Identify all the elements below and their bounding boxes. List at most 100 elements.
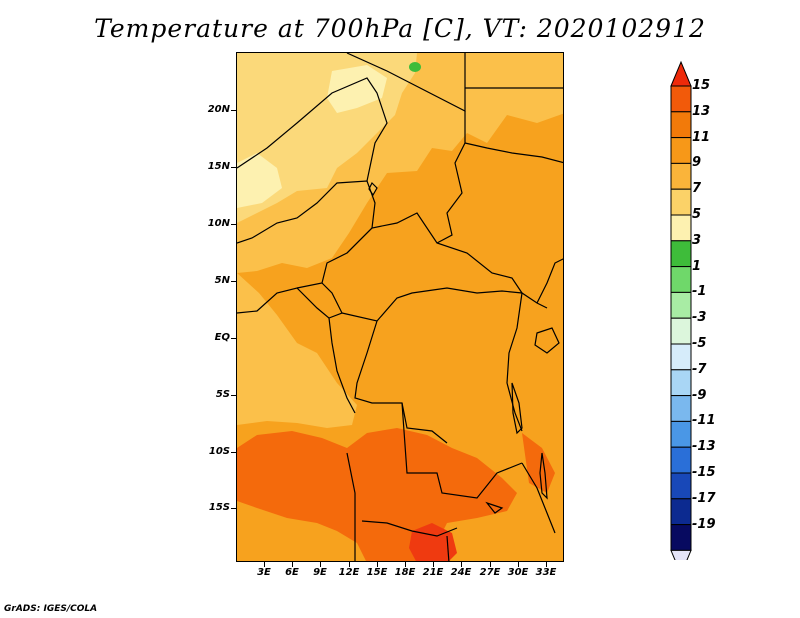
lat-label-15s: 15S xyxy=(208,502,230,513)
colorbar-label: -5 xyxy=(692,336,707,351)
border-libya-chad xyxy=(346,53,466,112)
lat-tick xyxy=(231,281,236,282)
coast-west xyxy=(237,287,356,414)
lake-malawi xyxy=(539,452,548,500)
field-1-3 xyxy=(409,62,421,72)
lat-label-20n: 20N xyxy=(207,104,230,115)
lon-label-9e: 9E xyxy=(313,567,327,578)
colorbar-over-triangle xyxy=(670,60,692,87)
colorbar-label: -19 xyxy=(692,516,716,532)
lake-tanganyika xyxy=(511,382,523,435)
colorbar-cell xyxy=(670,111,692,139)
lakes xyxy=(368,181,560,514)
border-east-africa xyxy=(536,258,563,304)
colorbar-label: -17 xyxy=(692,490,716,506)
colorbar-cell xyxy=(670,188,692,216)
border-sudan-east xyxy=(464,142,563,164)
chart-title: Temperature at 700hPa [C], VT: 202010291… xyxy=(94,14,706,43)
colorbar-label: -15 xyxy=(692,465,716,480)
lon-tick xyxy=(405,562,406,567)
lat-tick xyxy=(231,110,236,111)
field-11-13-east xyxy=(522,433,555,493)
colorbar-cell xyxy=(670,369,692,397)
lon-label-24e: 24E xyxy=(450,567,472,578)
colorbar-cell xyxy=(670,395,692,422)
lon-label-33e: 33E xyxy=(535,567,557,578)
lon-tick xyxy=(490,562,491,567)
colorbar-cell xyxy=(670,317,692,345)
colorbar-cell xyxy=(670,85,692,113)
colorbar-cell xyxy=(670,137,692,164)
colorbar-cell xyxy=(670,291,692,319)
lon-label-18e: 18E xyxy=(394,567,416,578)
temperature-map xyxy=(236,52,564,562)
border-botswana xyxy=(446,535,450,561)
border-car xyxy=(346,212,523,294)
lon-tick xyxy=(320,562,321,567)
border-drc-west xyxy=(354,320,448,444)
lat-label-10n: 10N xyxy=(207,218,230,229)
border-congo-drc xyxy=(341,287,548,322)
lon-label-21e: 21E xyxy=(422,567,444,578)
lon-tick xyxy=(518,562,519,567)
colorbar-label: -3 xyxy=(692,310,707,326)
lon-label-12e: 12E xyxy=(338,567,360,578)
lake-victoria xyxy=(534,327,560,354)
map-svg xyxy=(237,53,563,561)
lake-chad xyxy=(368,181,378,197)
field-7-9-west xyxy=(237,273,357,428)
lat-tick xyxy=(231,395,236,396)
colorbar-cell xyxy=(670,498,692,526)
colorbar-cell xyxy=(670,240,692,268)
lat-tick xyxy=(231,338,236,339)
field-3-5-b xyxy=(237,153,282,208)
colorbar-label: 3 xyxy=(692,232,702,248)
lat-tick xyxy=(231,167,236,168)
lake-kariba xyxy=(485,501,504,514)
field-11-13 xyxy=(237,428,517,561)
lon-tick xyxy=(546,562,547,567)
lat-label-10s: 10S xyxy=(208,446,230,457)
border-angola-zambia xyxy=(401,402,523,499)
colorbar-cell xyxy=(670,524,692,551)
lon-tick xyxy=(377,562,378,567)
colorbar-label: 15 xyxy=(692,78,711,93)
lon-tick xyxy=(433,562,434,567)
lon-label-6e: 6E xyxy=(285,567,299,578)
colorbar-label: 11 xyxy=(692,129,711,145)
colorbar-label: 1 xyxy=(692,258,702,274)
colorbar-cell xyxy=(670,162,692,190)
lon-label-3e: 3E xyxy=(257,567,271,578)
border-chad-niger xyxy=(237,77,388,182)
colorbar-cell xyxy=(670,214,692,242)
colorbar-label: -7 xyxy=(692,361,707,377)
border-cameroon xyxy=(321,282,343,319)
lat-label-5n: 5N xyxy=(214,275,230,286)
colorbar-under-triangle xyxy=(670,549,692,560)
colorbar-label: 5 xyxy=(692,207,702,222)
lon-tick xyxy=(292,562,293,567)
colorbar-cell xyxy=(670,472,692,500)
country-borders xyxy=(237,53,563,561)
colorbar-label: -1 xyxy=(692,284,707,300)
lat-label-15n: 15N xyxy=(207,161,230,172)
lat-label-5s: 5S xyxy=(215,389,230,400)
colorbar-label: 7 xyxy=(692,181,702,197)
colorbar-label: -11 xyxy=(692,413,716,429)
lat-tick xyxy=(231,508,236,509)
lon-tick xyxy=(264,562,265,567)
colorbar-cell xyxy=(670,420,692,448)
colorbar-cell xyxy=(670,266,692,293)
lat-tick xyxy=(231,224,236,225)
border-zambia-east xyxy=(521,462,556,534)
lon-label-30e: 30E xyxy=(507,567,529,578)
colorbar-cell xyxy=(670,343,692,371)
lat-label-eq: EQ xyxy=(214,332,230,343)
lon-tick xyxy=(349,562,350,567)
colorbar-label: 13 xyxy=(692,103,711,119)
lon-label-27e: 27E xyxy=(479,567,501,578)
colorbar-label: 9 xyxy=(692,155,702,171)
colorbar-label: -9 xyxy=(692,387,707,403)
colorbar xyxy=(670,60,692,560)
border-angola-south xyxy=(361,520,458,537)
